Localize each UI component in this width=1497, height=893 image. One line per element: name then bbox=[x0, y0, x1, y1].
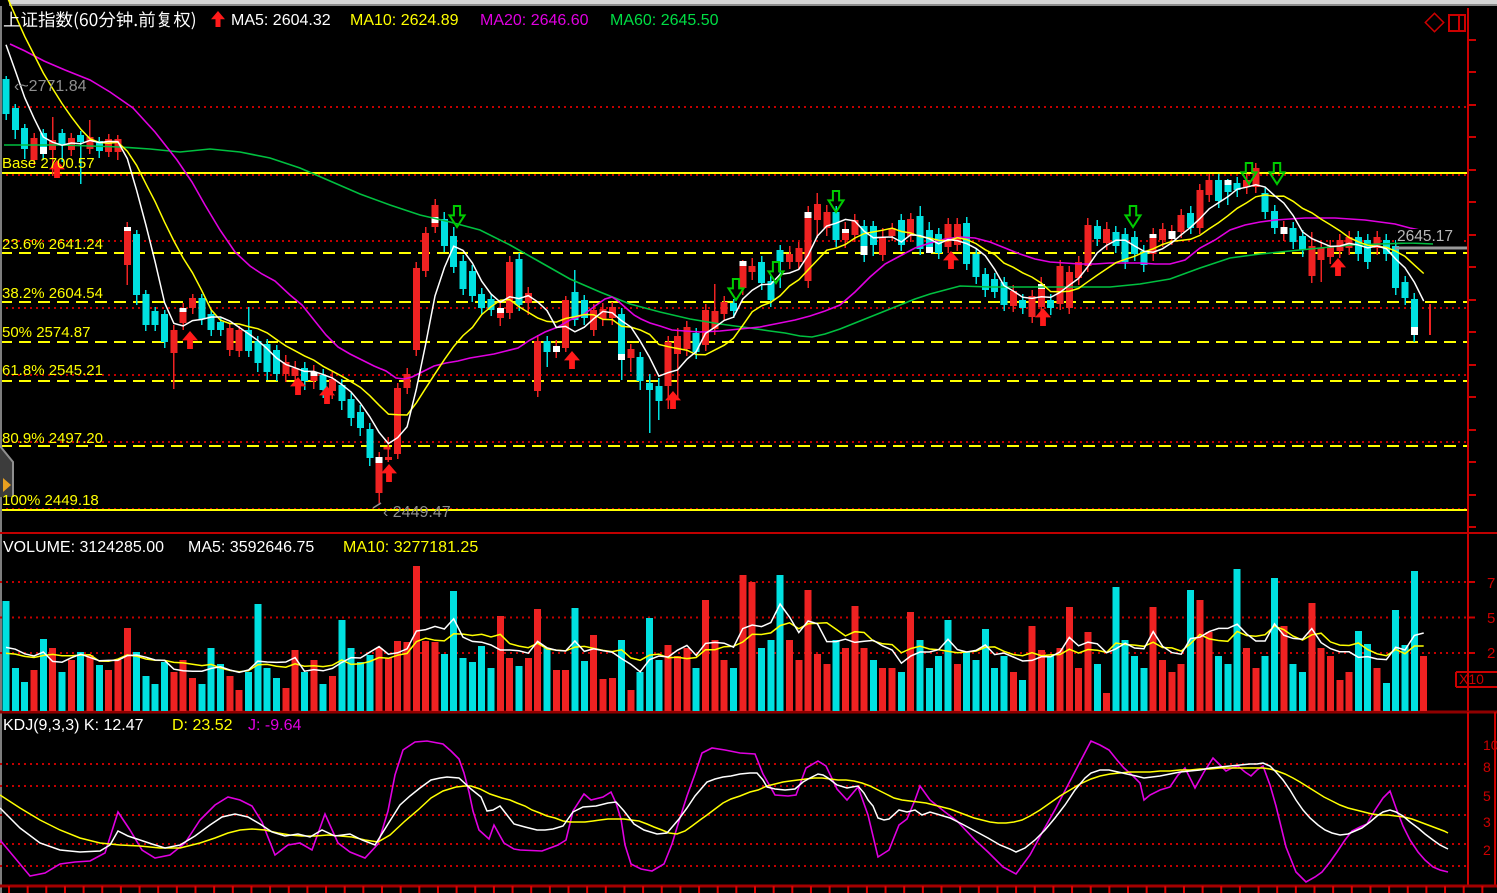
svg-text:J: -9.64: J: -9.64 bbox=[248, 717, 301, 734]
svg-text:Base 2700.57: Base 2700.57 bbox=[2, 155, 95, 172]
svg-text:38.2% 2604.54: 38.2% 2604.54 bbox=[2, 285, 103, 302]
svg-text:D: 23.52: D: 23.52 bbox=[172, 717, 233, 734]
svg-text:2: 2 bbox=[1487, 645, 1495, 662]
svg-text:3: 3 bbox=[1483, 814, 1491, 830]
svg-text:8: 8 bbox=[1483, 759, 1491, 775]
svg-text:80.9% 2497.20: 80.9% 2497.20 bbox=[2, 430, 103, 447]
svg-text:X10: X10 bbox=[1459, 671, 1484, 687]
svg-text:23.6% 2641.24: 23.6% 2641.24 bbox=[2, 236, 103, 253]
svg-text:MA20: 2646.60: MA20: 2646.60 bbox=[480, 12, 589, 29]
svg-text:KDJ(9,3,3) K: 12.47: KDJ(9,3,3) K: 12.47 bbox=[3, 717, 144, 734]
svg-text:5: 5 bbox=[1483, 788, 1491, 804]
svg-text:2: 2 bbox=[1483, 842, 1491, 858]
svg-text:MA60: 2645.50: MA60: 2645.50 bbox=[610, 12, 719, 29]
svg-text:50% 2574.87: 50% 2574.87 bbox=[2, 324, 90, 341]
svg-text:2645.17: 2645.17 bbox=[1397, 228, 1453, 245]
svg-text:MA10: 2624.89: MA10: 2624.89 bbox=[350, 12, 459, 29]
svg-text:10: 10 bbox=[1483, 737, 1497, 753]
svg-text:100% 2449.18: 100% 2449.18 bbox=[2, 492, 99, 509]
svg-text:5: 5 bbox=[1487, 610, 1495, 627]
svg-text:‹ 2449.47: ‹ 2449.47 bbox=[383, 504, 451, 521]
svg-text:‹~2771.84: ‹~2771.84 bbox=[14, 78, 87, 95]
svg-text:61.8% 2545.21: 61.8% 2545.21 bbox=[2, 362, 103, 379]
svg-text:7: 7 bbox=[1487, 575, 1495, 592]
svg-text:VOLUME: 3124285.00: VOLUME: 3124285.00 bbox=[3, 539, 164, 556]
svg-text:MA10: 3277181.25: MA10: 3277181.25 bbox=[343, 539, 478, 556]
svg-text:MA5: 2604.32: MA5: 2604.32 bbox=[231, 12, 331, 29]
svg-text:MA5: 3592646.75: MA5: 3592646.75 bbox=[188, 539, 314, 556]
